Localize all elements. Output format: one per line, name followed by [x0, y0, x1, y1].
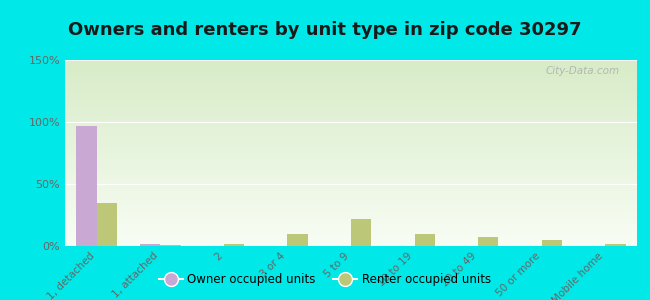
Bar — [478, 237, 499, 246]
Bar — [415, 234, 435, 246]
Text: City-Data.com: City-Data.com — [546, 66, 620, 76]
Bar — [224, 244, 244, 246]
Bar — [605, 244, 625, 246]
Bar — [77, 126, 97, 246]
Bar — [161, 245, 181, 246]
Legend: Owner occupied units, Renter occupied units: Owner occupied units, Renter occupied un… — [154, 269, 496, 291]
Bar — [97, 202, 117, 246]
Text: Owners and renters by unit type in zip code 30297: Owners and renters by unit type in zip c… — [68, 21, 582, 39]
Bar — [140, 244, 161, 246]
Bar — [351, 219, 371, 246]
Bar — [541, 240, 562, 246]
Bar — [287, 234, 308, 246]
